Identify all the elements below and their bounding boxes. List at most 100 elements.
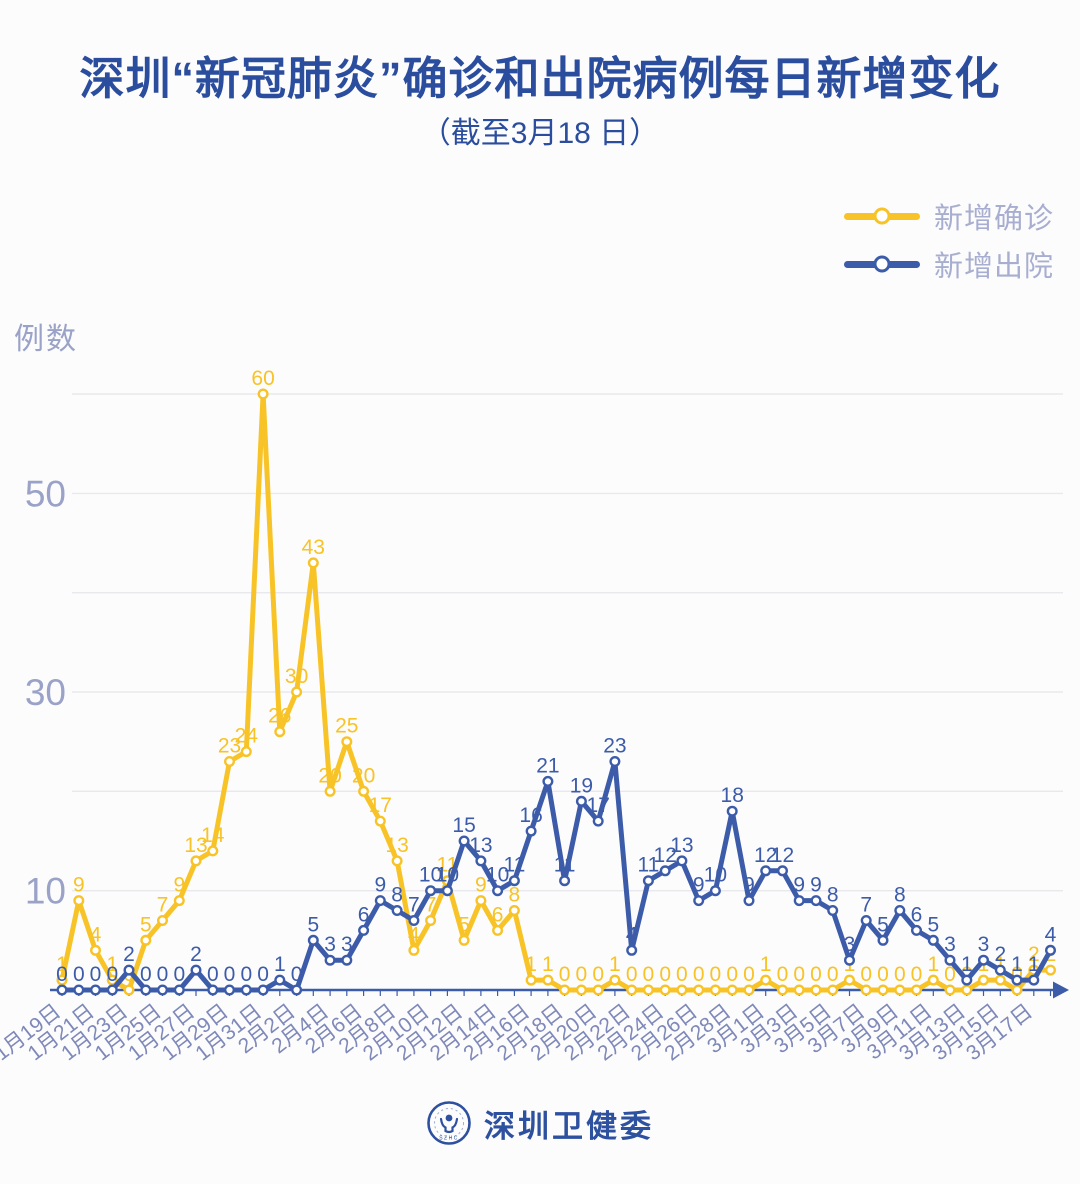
marker-discharged <box>324 954 336 966</box>
marker-confirmed <box>961 984 973 996</box>
marker-confirmed <box>994 974 1006 986</box>
svg-text:21: 21 <box>536 754 559 777</box>
svg-text:1: 1 <box>1028 953 1040 976</box>
svg-text:1: 1 <box>274 953 286 976</box>
svg-text:1: 1 <box>760 953 772 976</box>
svg-text:0: 0 <box>626 963 638 986</box>
svg-text:0: 0 <box>877 963 889 986</box>
marker-discharged <box>827 905 839 917</box>
marker-discharged <box>207 984 219 996</box>
svg-text:2: 2 <box>1028 943 1040 966</box>
svg-text:9: 9 <box>793 874 805 897</box>
svg-text:30: 30 <box>285 665 308 688</box>
svg-text:6: 6 <box>911 903 923 926</box>
marker-discharged <box>860 915 872 927</box>
svg-text:26: 26 <box>268 705 291 728</box>
svg-text:5: 5 <box>140 913 152 936</box>
marker-discharged <box>542 775 554 787</box>
svg-text:1: 1 <box>609 953 621 976</box>
legend-line-confirmed-swatch <box>843 207 920 225</box>
marker-confirmed <box>140 934 152 946</box>
marker-confirmed <box>911 984 923 996</box>
marker-confirmed <box>475 895 487 907</box>
marker-confirmed <box>827 984 839 996</box>
marker-discharged <box>1044 944 1056 956</box>
marker-discharged <box>358 924 370 936</box>
svg-text:10: 10 <box>419 864 442 887</box>
svg-text:0: 0 <box>911 963 923 986</box>
svg-text:16: 16 <box>519 804 542 827</box>
svg-text:11: 11 <box>554 854 576 877</box>
svg-text:2: 2 <box>190 943 202 966</box>
svg-text:0: 0 <box>777 963 789 986</box>
marker-discharged <box>307 934 319 946</box>
marker-confirmed <box>89 944 101 956</box>
svg-text:13: 13 <box>670 834 693 857</box>
svg-text:3: 3 <box>944 933 956 956</box>
svg-text:9: 9 <box>73 874 85 897</box>
x-axis-labels: 1月19日1月21日1月23日1月25日1月27日1月29日1月31日2月2日2… <box>0 1000 1037 1066</box>
marker-discharged <box>559 875 571 887</box>
marker-discharged <box>525 825 537 837</box>
marker-confirmed <box>391 855 403 867</box>
marker-discharged <box>927 934 939 946</box>
marker-confirmed <box>894 984 906 996</box>
marker-confirmed <box>56 974 68 986</box>
marker-discharged <box>374 895 386 907</box>
y-axis-tick-labels: 50 30 10 <box>25 473 66 911</box>
legend-item-discharged: 新增出院 <box>843 244 1054 284</box>
svg-text:23: 23 <box>218 735 241 758</box>
svg-text:0: 0 <box>559 963 571 986</box>
data-labels-confirmed: 1941057913142324602630432025201713471159… <box>56 367 1056 986</box>
svg-text:5: 5 <box>307 913 319 936</box>
svg-text:0: 0 <box>743 963 755 986</box>
marker-discharged <box>994 964 1006 976</box>
svg-text:13: 13 <box>184 834 207 857</box>
marker-confirmed <box>844 974 856 986</box>
marker-confirmed <box>358 785 370 797</box>
logo-acronym: SZHC <box>439 1136 459 1142</box>
data-labels-discharged: 0 0 0 020 0 020 0 0 0 1 053 369 8 7101015131011162111… <box>56 735 1057 987</box>
marker-confirmed <box>458 934 470 946</box>
svg-text:8: 8 <box>391 884 403 907</box>
marker-discharged <box>777 865 789 877</box>
marker-discharged <box>425 885 437 897</box>
y-axis-title: 例数 <box>14 323 78 356</box>
marker-confirmed <box>425 915 437 927</box>
marker-confirmed <box>190 855 202 867</box>
marker-discharged <box>978 954 990 966</box>
marker-confirmed <box>73 895 85 907</box>
page-title: 深圳“新冠肺炎”确诊和出院病例每日新增变化 <box>79 53 1001 104</box>
marker-confirmed <box>508 905 520 917</box>
marker-discharged <box>726 805 738 817</box>
svg-text:10: 10 <box>486 864 509 887</box>
svg-text:0: 0 <box>810 963 822 986</box>
svg-text:7: 7 <box>860 894 872 917</box>
svg-text:0: 0 <box>291 963 303 986</box>
svg-text:12: 12 <box>771 844 794 867</box>
marker-confirmed <box>274 726 286 738</box>
marker-confirmed <box>743 984 755 996</box>
marker-discharged <box>223 984 235 996</box>
marker-discharged <box>475 855 487 867</box>
marker-confirmed <box>1011 984 1023 996</box>
marker-discharged <box>709 885 721 897</box>
svg-text:9: 9 <box>743 874 755 897</box>
marker-confirmed <box>173 895 185 907</box>
svg-text:0: 0 <box>576 963 588 986</box>
marker-discharged <box>793 895 805 907</box>
marker-confirmed <box>408 944 420 956</box>
legend-marker-icon <box>873 255 891 273</box>
marker-confirmed <box>123 984 135 996</box>
marker-discharged <box>659 865 671 877</box>
svg-text:4: 4 <box>1045 923 1057 946</box>
svg-text:2: 2 <box>994 943 1006 966</box>
svg-text:7: 7 <box>157 894 169 917</box>
svg-text:11: 11 <box>503 854 525 877</box>
svg-text:11: 11 <box>637 854 659 877</box>
svg-text:10: 10 <box>25 871 66 912</box>
svg-text:2: 2 <box>123 943 135 966</box>
marker-discharged <box>760 865 772 877</box>
